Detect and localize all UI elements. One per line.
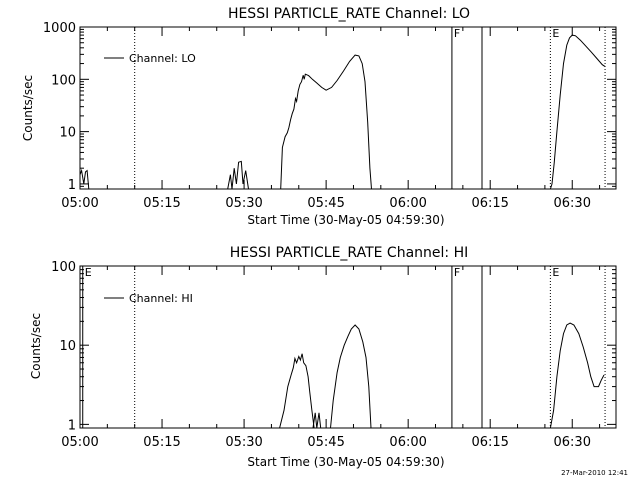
x-tick-label: 05:45 xyxy=(307,435,344,450)
y-tick-label: 10 xyxy=(59,126,76,141)
x-tick-label: 05:15 xyxy=(143,435,180,450)
x-tick-label: 05:15 xyxy=(143,196,180,211)
x-tick-label: 06:00 xyxy=(389,435,426,450)
y-tick-label: 100 xyxy=(51,260,76,275)
hi-series-line xyxy=(279,353,315,429)
x-tick-label: 06:00 xyxy=(389,196,426,211)
lo-series-line xyxy=(227,160,249,190)
lo-chart-panel: HESSI PARTICLE_RATE Channel: LO Counts/s… xyxy=(21,6,617,227)
lo-chart-title: HESSI PARTICLE_RATE Channel: LO xyxy=(228,6,470,22)
y-tick-label: 100 xyxy=(51,73,76,88)
x-tick-label: 06:30 xyxy=(554,196,591,211)
hi-legend: Channel: HI xyxy=(104,292,193,305)
time-marker-label: E xyxy=(85,266,92,279)
x-tick-label: 05:30 xyxy=(225,196,262,211)
lo-plot-frame xyxy=(79,26,617,190)
x-tick-label: 05:00 xyxy=(61,435,98,450)
y-tick-label: 1000 xyxy=(43,21,76,36)
lo-legend-label: Channel: LO xyxy=(129,52,196,65)
x-tick-label: 05:30 xyxy=(225,435,262,450)
hi-chart-panel: HESSI PARTICLE_RATE Channel: HI Counts/s… xyxy=(29,245,617,469)
x-tick-label: 05:45 xyxy=(307,196,344,211)
hi-plot-frame xyxy=(79,265,617,429)
y-tick-label: 1 xyxy=(68,418,76,433)
x-tick-label: 06:15 xyxy=(471,196,508,211)
hi-y-axis-label: Counts/sec xyxy=(29,313,43,379)
y-tick-label: 10 xyxy=(59,339,76,354)
lo-series xyxy=(79,34,606,190)
hi-axis-ticks: 05:00 05:15 05:30 05:45 06:00 06:15 06:30 1 10 10… xyxy=(51,260,616,450)
y-tick-label: 1 xyxy=(68,178,76,193)
lo-axis-ticks: 05:00 05:15 05:30 05:45 06:00 06:15 06:30 1 10 10… xyxy=(43,21,616,211)
lo-legend: Channel: LO xyxy=(104,52,196,65)
time-marker-label: E xyxy=(552,266,559,279)
hi-x-axis-label: Start Time (30-May-05 04:59:30) xyxy=(247,455,444,469)
lo-series-line xyxy=(280,54,372,190)
lo-series-line xyxy=(79,168,90,190)
hi-legend-label: Channel: HI xyxy=(129,292,193,305)
hi-series-line xyxy=(330,324,372,429)
hi-chart-title: HESSI PARTICLE_RATE Channel: HI xyxy=(230,245,468,261)
hi-series xyxy=(279,322,605,429)
time-marker-label: F xyxy=(454,266,460,279)
hi-series-line xyxy=(312,412,322,429)
lo-y-axis-label: Counts/sec xyxy=(21,75,35,141)
generation-timestamp: 27-Mar-2010 12:41 xyxy=(561,469,628,477)
lo-x-axis-label: Start Time (30-May-05 04:59:30) xyxy=(247,213,444,227)
time-marker-label: F xyxy=(454,27,460,40)
x-tick-label: 06:15 xyxy=(471,435,508,450)
x-tick-label: 05:00 xyxy=(61,196,98,211)
hi-series-line xyxy=(549,322,605,429)
time-marker-label: E xyxy=(552,27,559,40)
lo-series-line xyxy=(549,34,606,190)
x-tick-label: 06:30 xyxy=(554,435,591,450)
